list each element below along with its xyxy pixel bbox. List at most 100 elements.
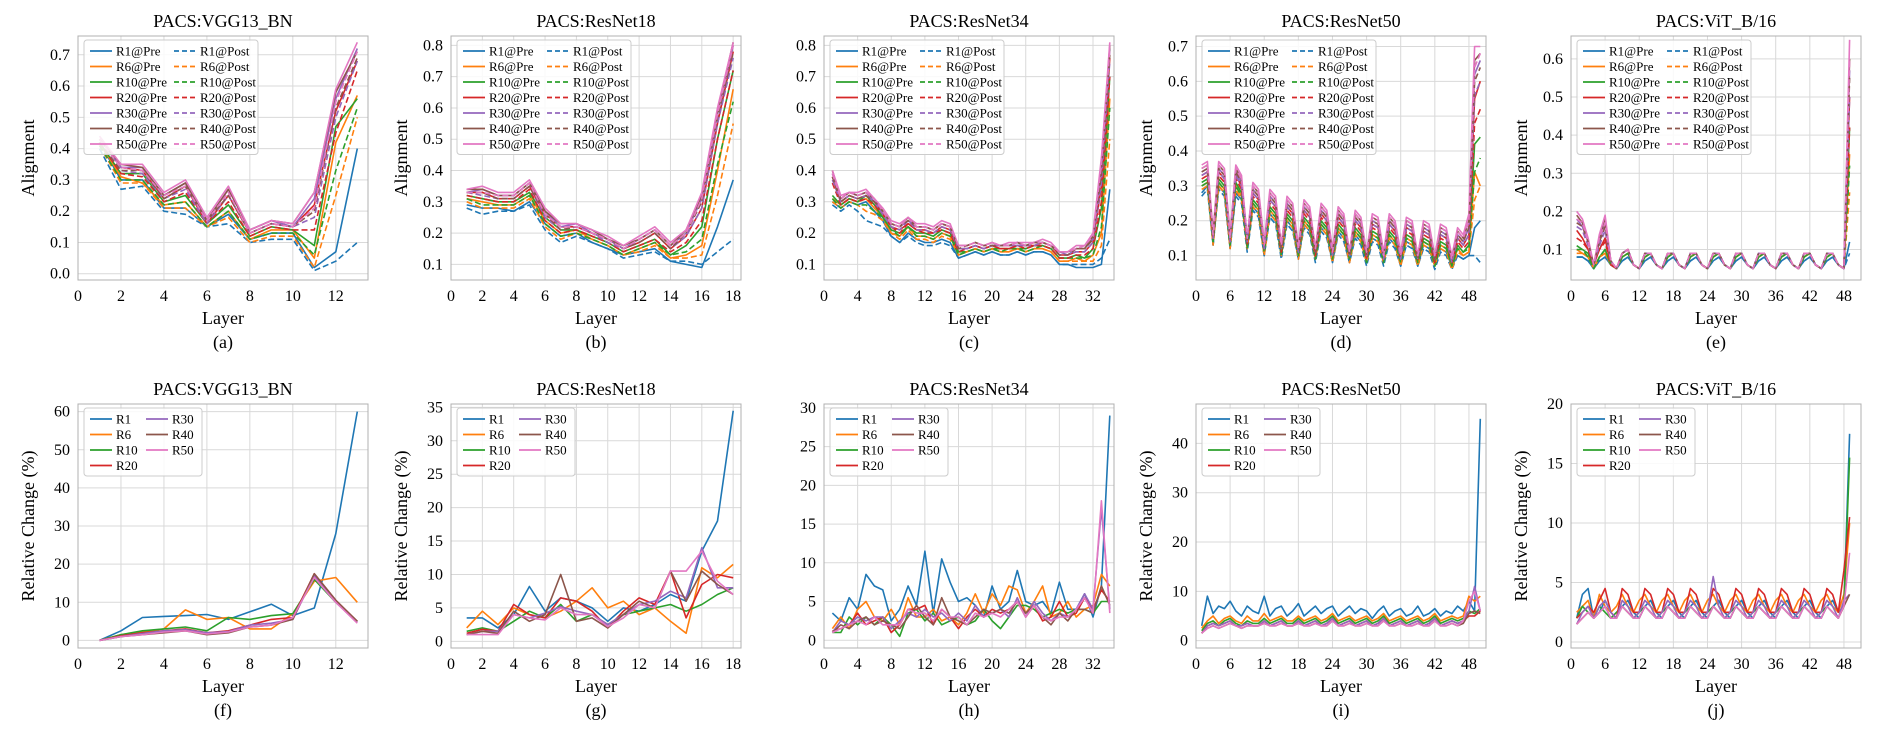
series-line-r50-post: [1576, 58, 1851, 270]
plot-frame: [1195, 35, 1487, 281]
legend-label: R30@Post: [573, 106, 629, 121]
y-tick-label: 0.3: [796, 194, 816, 211]
legend-label: R20: [116, 458, 138, 473]
series-line-r20: [832, 589, 1111, 634]
x-tick-label: 2: [478, 656, 486, 673]
chart-title: PACS:ResNet50: [1281, 379, 1400, 399]
series-line-r50: [99, 576, 358, 642]
legend-label: R1@Pre: [862, 44, 907, 59]
legend-label: R1@Pre: [1609, 44, 1654, 59]
x-tick-label: 0: [820, 288, 828, 305]
y-axis-label: Relative Change (%): [1511, 451, 1532, 602]
x-tick-label: 24: [1324, 288, 1340, 305]
y-tick-label: 35: [427, 399, 443, 416]
x-tick-label: 12: [328, 656, 344, 673]
legend-label: R1@Post: [573, 44, 623, 59]
x-tick-label: 16: [950, 656, 966, 673]
x-tick-label: 18: [1665, 288, 1681, 305]
series-line-r30: [1201, 585, 1482, 634]
x-tick-label: 0: [1567, 656, 1575, 673]
legend-label: R30@Post: [946, 106, 1002, 121]
legend-label: R30: [918, 412, 940, 427]
subplot-caption: (e): [1706, 332, 1726, 353]
series-line-r6: [1201, 595, 1481, 629]
x-axis-label: Layer: [202, 676, 244, 696]
x-tick-label: 42: [1427, 288, 1443, 305]
legend-label: R40: [918, 427, 940, 442]
x-tick-label: 6: [1601, 288, 1609, 305]
legend-label: R20@Post: [573, 90, 629, 105]
y-axis-label: Alignment: [18, 120, 38, 197]
legend-label: R10@Pre: [489, 75, 540, 90]
legend-label: R6: [862, 427, 878, 442]
legend-label: R40: [545, 427, 567, 442]
legend-box: [1576, 39, 1752, 155]
legend-label: R30: [1290, 412, 1312, 427]
subplot-a: 0 2 4 6 8 10 12 0.0 0.1 0.2 0.3 0.4 0.5 0.6 0.7 PACS:VG…: [18, 11, 369, 353]
x-tick-label: 4: [160, 656, 168, 673]
series-line-r6: [466, 563, 734, 635]
legend-label: R10@Pre: [1609, 75, 1660, 90]
y-tick-label: 10: [1172, 583, 1188, 600]
series-line-r1-post: [466, 204, 734, 266]
series-lines: [831, 42, 1111, 269]
legend-label: R20@Post: [946, 90, 1002, 105]
x-tick-label: 12: [917, 288, 933, 305]
x-tick-label: 28: [1051, 656, 1067, 673]
legend-label: R50: [545, 443, 567, 458]
y-tick-label: 0.1: [1543, 242, 1563, 259]
legend-label: R1@Post: [1318, 44, 1368, 59]
series-line-r10-post: [1576, 165, 1851, 270]
x-tick-label: 6: [203, 656, 211, 673]
x-tick-label: 12: [1256, 656, 1272, 673]
legend-label: R50@Post: [946, 137, 1002, 152]
legend-label: R30@Pre: [1609, 106, 1660, 121]
legend-label: R1: [1234, 412, 1249, 427]
series-line-r1-pre: [98, 142, 359, 269]
legend-label: R6: [1609, 427, 1625, 442]
subplot-g: 0 2 4 6 8 10 12 14 16 18 0 5 10 15 20 25 30 35 PACS:ResNet…: [391, 379, 742, 721]
y-tick-label: 0.5: [1543, 89, 1563, 106]
legend-box: [456, 39, 632, 155]
legend-label: R30@Post: [1693, 106, 1749, 121]
x-tick-label: 12: [328, 288, 344, 305]
series-lines: [466, 42, 734, 269]
y-tick-label: 25: [800, 439, 816, 456]
x-tick-label: 10: [600, 656, 616, 673]
legend-label: R1@Post: [946, 44, 996, 59]
y-axis-label: Relative Change (%): [1136, 451, 1157, 602]
x-axis-label: Layer: [575, 308, 617, 328]
y-tick-label: 20: [427, 500, 443, 517]
y-tick-label: 30: [427, 433, 443, 450]
x-tick-label: 4: [510, 288, 518, 305]
plot-frame: [1195, 403, 1487, 649]
x-tick-label: 30: [1359, 656, 1375, 673]
y-tick-label: 60: [54, 404, 70, 421]
subplot-b: 0 2 4 6 8 10 12 14 16 18 0.1 0.2 0.3 0.4 0.5 0.6 0.7 0.8 P…: [391, 11, 742, 353]
subplot-c: 0 4 8 12 16 20 24 28 32 0.1 0.2 0.3 0.4 0.5 0.6 0.7 0.8 P…: [796, 11, 1115, 353]
legend-label: R30: [545, 412, 567, 427]
legend-box: [1201, 407, 1321, 477]
chart-title: PACS:ViT_B/16: [1656, 11, 1776, 31]
y-tick-label: 0.2: [1543, 203, 1563, 220]
subplot-f: 0 2 4 6 8 10 12 0 10 20 30 40 50 60 PACS:VGG13_BN Layer…: [18, 379, 369, 721]
x-tick-label: 32: [1085, 656, 1101, 673]
legend-label: R20@Post: [1693, 90, 1749, 105]
subplot-j: 0 6 12 18 24 30 36 42 48 0 5 10 15 20 PACS:ViT_B/16 Lay…: [1511, 379, 1862, 721]
series-lines: [1575, 433, 1851, 625]
legend-label: R50: [1290, 443, 1312, 458]
legend-label: R50@Pre: [862, 137, 913, 152]
y-tick-label: 0.2: [1168, 213, 1188, 230]
legend: R1@Pre R1@Post R6@Pre R6@Post R10@Pre R10@Pos…: [456, 39, 632, 155]
plot-frame: [77, 35, 369, 281]
series-line-r6-post: [98, 117, 359, 269]
subplot-caption: (g): [586, 700, 607, 721]
chart-title: PACS:VGG13_BN: [153, 11, 292, 31]
subplot-caption: (f): [214, 700, 232, 721]
legend-label: R1: [1609, 412, 1624, 427]
x-tick-label: 48: [1461, 656, 1477, 673]
legend-box: [829, 39, 1005, 155]
subplot-caption: (j): [1708, 700, 1725, 721]
plot-frame: [1570, 403, 1862, 649]
legend-label: R6: [1234, 427, 1250, 442]
